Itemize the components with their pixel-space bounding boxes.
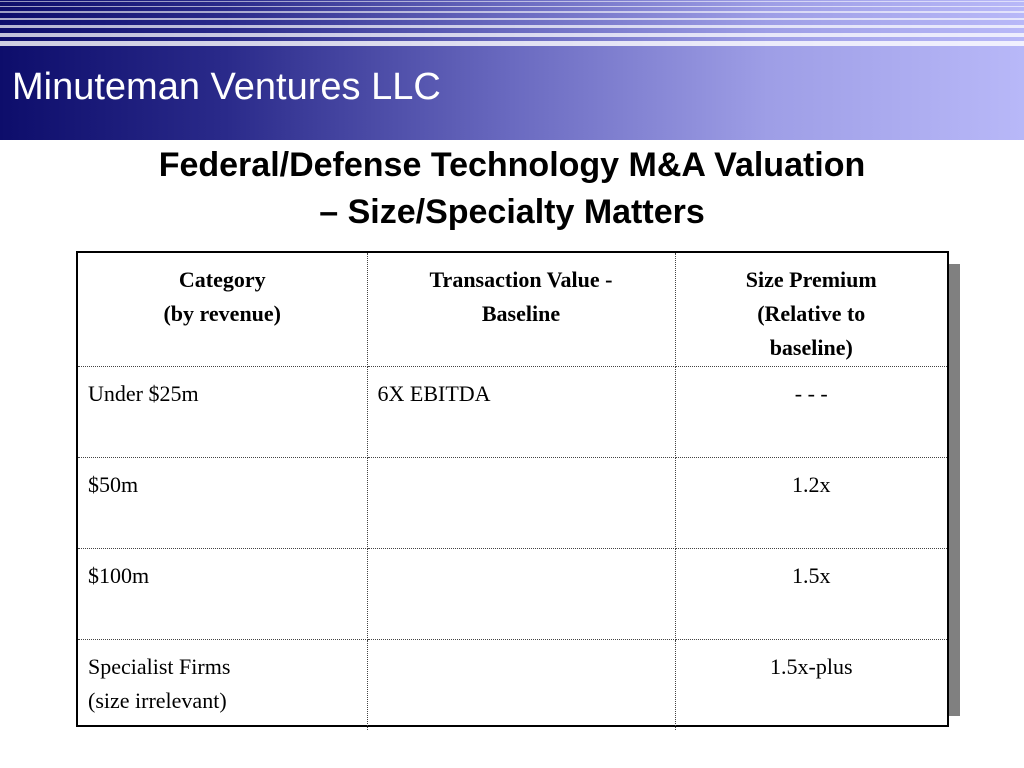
table-row: $50m 1.2x: [78, 456, 947, 549]
cell-size-premium: - - -: [674, 365, 947, 458]
valuation-table-grid: Category (by revenue) Transaction Value …: [78, 253, 947, 730]
valuation-table: Category (by revenue) Transaction Value …: [76, 251, 949, 730]
column-header-transaction-value: Transaction Value - Baseline: [366, 253, 676, 367]
table-row: Under $25m 6X EBITDA - - -: [78, 365, 947, 458]
column-header-size-premium: Size Premium (Relative to baseline): [674, 253, 947, 367]
table-row: $100m 1.5x: [78, 547, 947, 640]
cell-category: Under $25m: [78, 365, 368, 458]
table-header-row: Category (by revenue) Transaction Value …: [78, 253, 947, 367]
cell-transaction-value: 6X EBITDA: [366, 365, 676, 458]
header-band: Minuteman Ventures LLC: [0, 0, 1024, 140]
cell-transaction-value: [366, 547, 676, 640]
cell-category: Specialist Firms (size irrelevant): [78, 638, 368, 730]
slide-title: Federal/Defense Technology M&A Valuation…: [0, 142, 1024, 236]
cell-transaction-value: [366, 456, 676, 549]
cell-size-premium: 1.2x: [674, 456, 947, 549]
slide-title-line-1: Federal/Defense Technology M&A Valuation: [158, 146, 866, 184]
cell-category: $100m: [78, 547, 368, 640]
company-name: Minuteman Ventures LLC: [12, 66, 441, 108]
cell-category: $50m: [78, 456, 368, 549]
column-header-category: Category (by revenue): [78, 253, 368, 367]
header-stripes: [0, 0, 1024, 50]
cell-size-premium: 1.5x-plus: [674, 638, 947, 730]
table-row: Specialist Firms (size irrelevant) 1.5x-…: [78, 638, 947, 730]
cell-transaction-value: [366, 638, 676, 730]
slide-title-line-2: – Size/Specialty Matters: [319, 193, 705, 231]
cell-size-premium: 1.5x: [674, 547, 947, 640]
